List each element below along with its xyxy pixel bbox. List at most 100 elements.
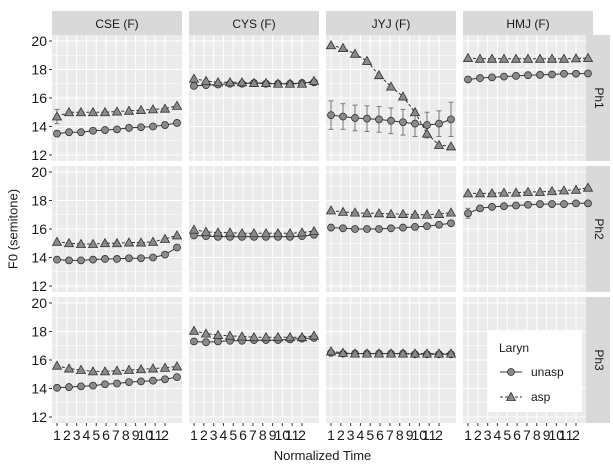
x-tick-label: 1 <box>190 427 198 443</box>
data-point-asp <box>522 186 534 196</box>
column-strip-label: CSE (F) <box>95 17 138 31</box>
panel-1-2 <box>189 35 319 161</box>
data-point-asp <box>570 53 582 63</box>
y-tick-label: 12 <box>31 409 47 425</box>
data-point-asp <box>63 237 75 248</box>
x-tick-label: 10 <box>138 427 154 443</box>
x-tick-label: 2 <box>161 427 169 443</box>
data-point-unasp <box>435 220 443 229</box>
data-point-asp <box>111 365 123 375</box>
x-axis-title: Normalized Time <box>274 448 372 463</box>
data-point-asp <box>260 331 272 342</box>
data-point-asp <box>188 325 200 335</box>
row-strip <box>586 35 610 161</box>
y-tick-label: 20 <box>31 295 47 311</box>
data-point-asp <box>486 53 498 63</box>
data-point-asp <box>87 238 99 248</box>
data-point-asp <box>582 182 594 192</box>
data-point-unasp <box>584 69 592 78</box>
data-point-asp <box>87 106 99 117</box>
data-point-unasp <box>435 119 443 128</box>
x-tick-label: 2 <box>474 427 482 443</box>
data-point-unasp <box>89 381 97 390</box>
data-point-unasp <box>423 222 431 231</box>
data-point-asp <box>87 366 99 376</box>
data-point-asp <box>171 100 183 110</box>
data-point-asp <box>224 77 236 87</box>
data-point-unasp <box>65 128 73 137</box>
data-point-unasp <box>351 114 359 122</box>
x-tick-label: 1 <box>464 427 472 443</box>
data-point-asp <box>272 227 284 238</box>
data-point-unasp <box>411 222 419 231</box>
data-point-asp <box>188 224 200 234</box>
data-point-asp <box>99 106 111 117</box>
data-point-unasp <box>77 128 85 137</box>
data-point-unasp <box>464 75 472 84</box>
x-tick-label: 10 <box>412 427 428 443</box>
data-point-asp <box>409 209 421 219</box>
x-tick-label: 5 <box>92 427 100 443</box>
data-point-unasp <box>149 376 157 385</box>
panel-2-1 <box>52 166 182 292</box>
x-tick-label: 2 <box>572 427 580 443</box>
x-tick-label: 7 <box>249 427 257 443</box>
x-tick-label: 4 <box>83 427 91 443</box>
x-tick-label: 6 <box>376 427 384 443</box>
y-tick-label: 14 <box>31 119 47 135</box>
data-point-unasp <box>137 377 145 386</box>
data-point-asp <box>433 208 445 218</box>
data-point-asp <box>337 347 349 357</box>
column-strip <box>189 11 319 35</box>
data-point-asp <box>159 233 171 243</box>
x-tick-label: 7 <box>386 427 394 443</box>
data-point-unasp <box>536 71 544 79</box>
data-point-asp <box>135 237 147 247</box>
data-point-asp <box>248 227 260 238</box>
x-tick-label: 5 <box>229 427 237 443</box>
data-point-asp <box>308 75 320 85</box>
x-tick-label: 6 <box>513 427 521 443</box>
data-point-asp <box>325 39 337 50</box>
x-tick-label: 4 <box>494 427 502 443</box>
legend-asp-label: asp <box>531 390 551 404</box>
data-point-unasp <box>327 111 335 119</box>
panel-3-2 <box>189 297 319 423</box>
data-point-unasp <box>125 124 133 132</box>
x-tick-label: 3 <box>73 427 81 443</box>
data-point-asp <box>534 186 546 196</box>
column-strip <box>52 11 182 35</box>
y-tick-label: 14 <box>31 250 47 266</box>
column-strip <box>326 11 456 35</box>
data-point-unasp <box>339 112 347 121</box>
data-point-asp <box>284 331 296 342</box>
row-strip-label: Ph1 <box>592 87 606 109</box>
data-point-unasp <box>161 250 169 259</box>
x-tick-label: 11 <box>148 427 163 443</box>
row-strip-label: Ph3 <box>592 349 606 371</box>
data-point-unasp <box>65 256 73 265</box>
data-point-asp <box>147 104 159 114</box>
data-point-asp <box>171 230 183 240</box>
data-point-unasp <box>363 114 371 123</box>
data-point-asp <box>462 52 474 62</box>
data-point-unasp <box>572 69 580 78</box>
y-tick-label: 16 <box>31 221 47 237</box>
y-tick-label: 18 <box>31 62 47 78</box>
data-point-asp <box>397 348 409 358</box>
data-point-asp <box>135 104 147 115</box>
y-tick-label: 16 <box>31 90 47 106</box>
panel-1-3 <box>326 35 456 161</box>
data-point-unasp <box>113 379 121 388</box>
legend-unasp-marker <box>507 368 515 376</box>
data-point-unasp <box>190 81 198 90</box>
data-point-asp <box>498 187 510 197</box>
data-point-unasp <box>536 200 544 208</box>
data-point-asp <box>325 205 337 215</box>
data-point-asp <box>188 73 200 83</box>
column-strip-label: HMJ (F) <box>506 17 549 31</box>
data-point-asp <box>63 106 75 117</box>
data-point-asp <box>558 185 570 195</box>
data-point-asp <box>308 225 320 236</box>
legend-unasp-label: unasp <box>531 365 564 379</box>
